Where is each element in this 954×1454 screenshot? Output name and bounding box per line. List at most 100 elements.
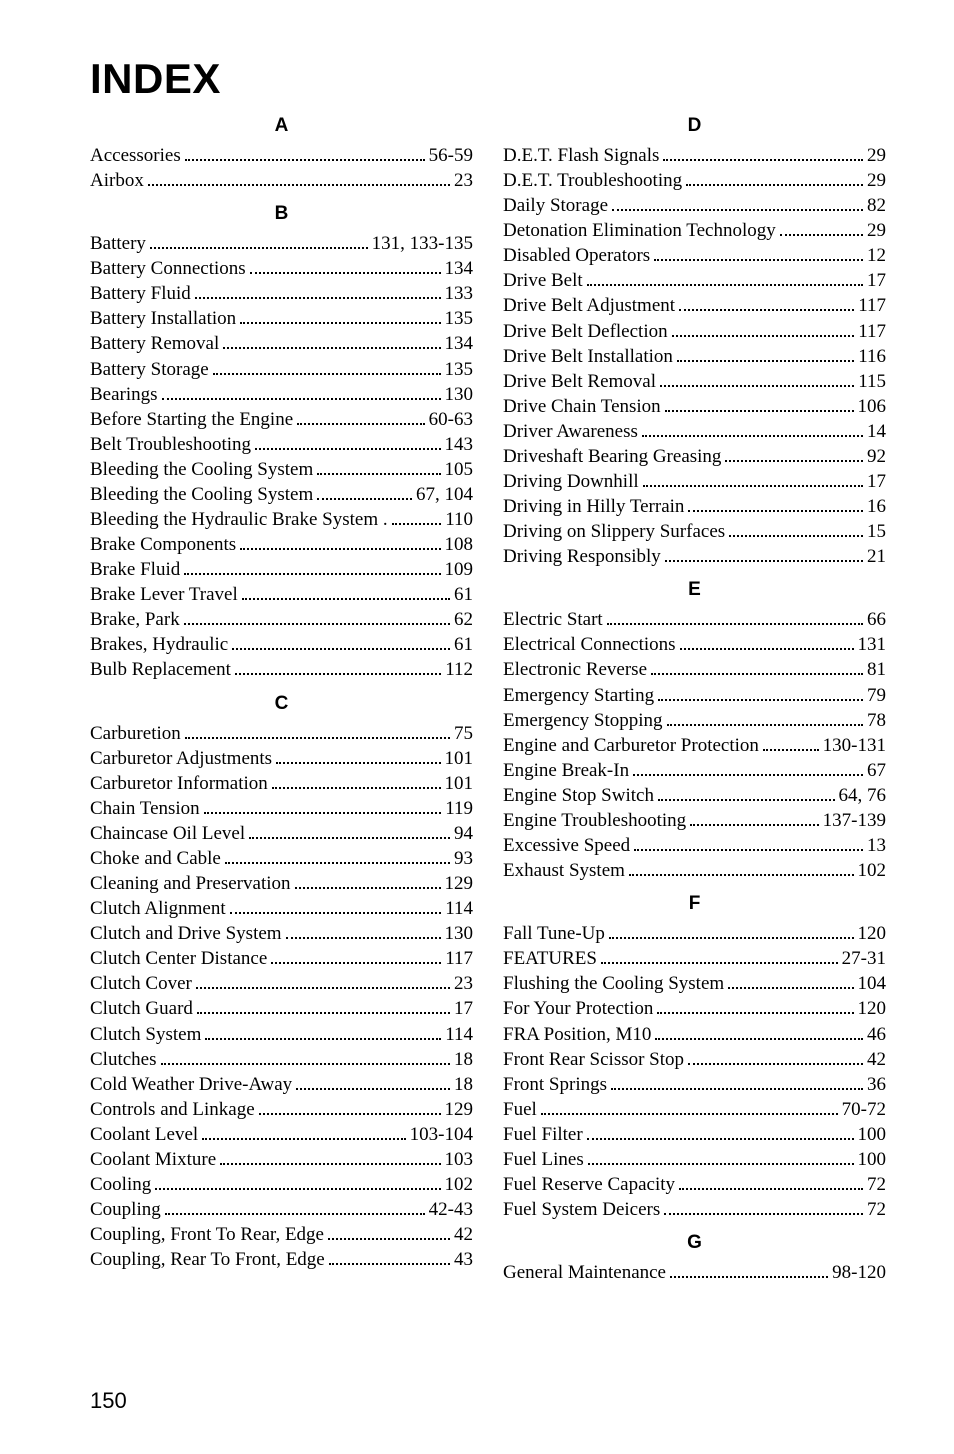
index-entry-page: 42-43	[429, 1197, 473, 1222]
index-entry: Brake Components108	[90, 532, 473, 557]
index-entry-page: 109	[445, 557, 474, 582]
index-entry-page: 92	[867, 444, 886, 469]
index-entry-label: Controls and Linkage	[90, 1097, 255, 1122]
section-heading: D	[503, 115, 886, 137]
index-entry-label: Front Springs	[503, 1072, 607, 1097]
index-entry-label: Accessories	[90, 143, 181, 168]
index-entry-label: Exhaust System	[503, 858, 625, 883]
index-entry: D.E.T. Troubleshooting29	[503, 168, 886, 193]
index-entry-label: Coupling, Front To Rear, Edge	[90, 1222, 324, 1247]
leader-dots	[601, 950, 838, 964]
index-entry: Brake Lever Travel61	[90, 582, 473, 607]
index-entry-label: Brake Lever Travel	[90, 582, 238, 607]
index-entry-page: 72	[867, 1197, 886, 1222]
index-entry-page: 46	[867, 1022, 886, 1047]
leader-dots	[541, 1100, 838, 1114]
leader-dots	[611, 1075, 863, 1089]
index-entry: Carburetor Information101	[90, 771, 473, 796]
index-entry: Flushing the Cooling System104	[503, 971, 886, 996]
index-entry: Chaincase Oil Level94	[90, 821, 473, 846]
index-entry-label: Bleeding the Cooling System	[90, 482, 313, 507]
index-entry-label: Engine and Carburetor Protection	[503, 733, 759, 758]
index-entry-page: 133	[445, 281, 474, 306]
index-entry-label: Battery	[90, 231, 146, 256]
index-entry: Driver Awareness14	[503, 419, 886, 444]
index-entry: Cleaning and Preservation129	[90, 871, 473, 896]
index-entry-label: Front Rear Scissor Stop	[503, 1047, 684, 1072]
index-entry-label: Cleaning and Preservation	[90, 871, 291, 896]
index-entry-page: 15	[867, 519, 886, 544]
index-entry-label: Emergency Stopping	[503, 708, 663, 733]
leader-dots	[677, 347, 854, 361]
index-entry: Electrical Connections131	[503, 632, 886, 657]
index-entry-label: Battery Installation	[90, 306, 236, 331]
leader-dots	[665, 548, 863, 562]
index-entry: Accessories56-59	[90, 143, 473, 168]
index-entry: Fall Tune-Up120	[503, 921, 886, 946]
index-entry-page: 135	[445, 306, 474, 331]
index-entry: Drive Belt Adjustment117	[503, 293, 886, 318]
index-entry-label: Drive Belt	[503, 268, 583, 293]
index-entry: Battery Installation 135	[90, 306, 473, 331]
index-entry-label: Fuel Lines	[503, 1147, 584, 1172]
index-entry-label: Engine Stop Switch	[503, 783, 654, 808]
index-entry-page: 119	[445, 796, 473, 821]
leader-dots	[235, 661, 441, 675]
index-entry-label: Electric Start	[503, 607, 603, 632]
index-entry-label: Emergency Starting	[503, 683, 654, 708]
index-entry-page: 117	[858, 319, 886, 344]
index-entry-page: 103	[445, 1147, 474, 1172]
section-heading: A	[90, 115, 473, 137]
index-entry: Bulb Replacement112	[90, 657, 473, 682]
index-entry-label: Fuel System Deicers	[503, 1197, 660, 1222]
index-entry-label: Cooling	[90, 1172, 151, 1197]
index-entry-label: Bleeding the Cooling System	[90, 457, 313, 482]
leader-dots	[587, 272, 863, 286]
index-entry-label: Drive Belt Deflection	[503, 319, 668, 344]
leader-dots	[150, 235, 368, 249]
leader-dots	[763, 736, 819, 750]
index-entry-label: D.E.T. Flash Signals	[503, 143, 659, 168]
index-entry: Fuel Lines100	[503, 1147, 886, 1172]
index-entry-label: Clutch Cover	[90, 971, 192, 996]
index-entry-label: Daily Storage	[503, 193, 608, 218]
index-entry-page: 114	[445, 1022, 473, 1047]
index-entry-page: 134	[445, 256, 474, 281]
leader-dots	[259, 1100, 441, 1114]
index-entry-label: Clutch Guard	[90, 996, 193, 1021]
index-entry-page: 75	[454, 721, 473, 746]
leader-dots	[642, 423, 863, 437]
index-entry-label: Driving in Hilly Terrain	[503, 494, 684, 519]
index-entry: Engine and Carburetor Protection130-131	[503, 733, 886, 758]
index-entry: Drive Belt17	[503, 268, 886, 293]
index-entry: FEATURES27-31	[503, 946, 886, 971]
index-entry-page: 81	[867, 657, 886, 682]
index-entry: Emergency Stopping 78	[503, 708, 886, 733]
leader-dots	[729, 523, 863, 537]
index-entry-label: Cold Weather Drive-Away	[90, 1072, 292, 1097]
index-entry-page: 78	[867, 708, 886, 733]
leader-dots	[165, 1201, 425, 1215]
index-entry: Engine Break-In67	[503, 758, 886, 783]
index-entry-label: For Your Protection	[503, 996, 653, 1021]
leader-dots	[725, 448, 863, 462]
index-entry-page: 12	[867, 243, 886, 268]
index-entry-page: 29	[867, 218, 886, 243]
index-entry-page: 131, 133-135	[372, 231, 473, 256]
index-column-left: AAccessories56-59Airbox23BBattery131, 13…	[90, 105, 473, 1285]
index-entry-label: Airbox	[90, 168, 144, 193]
section-heading: E	[503, 579, 886, 601]
leader-dots	[629, 862, 854, 876]
leader-dots	[655, 1025, 863, 1039]
leader-dots	[162, 385, 441, 399]
index-entry: Brake Fluid109	[90, 557, 473, 582]
index-entry-label: Drive Chain Tension	[503, 394, 661, 419]
index-entry: Battery Storage135	[90, 357, 473, 382]
index-entry-label: Belt Troubleshooting	[90, 432, 251, 457]
index-entry-page: 103-104	[410, 1122, 473, 1147]
index-entry: Bleeding the Cooling System105	[90, 457, 473, 482]
index-entry-label: Drive Belt Adjustment	[503, 293, 675, 318]
index-entry-page: 104	[858, 971, 887, 996]
index-entry: Cold Weather Drive-Away18	[90, 1072, 473, 1097]
index-entry: Detonation Elimination Technology29	[503, 218, 886, 243]
